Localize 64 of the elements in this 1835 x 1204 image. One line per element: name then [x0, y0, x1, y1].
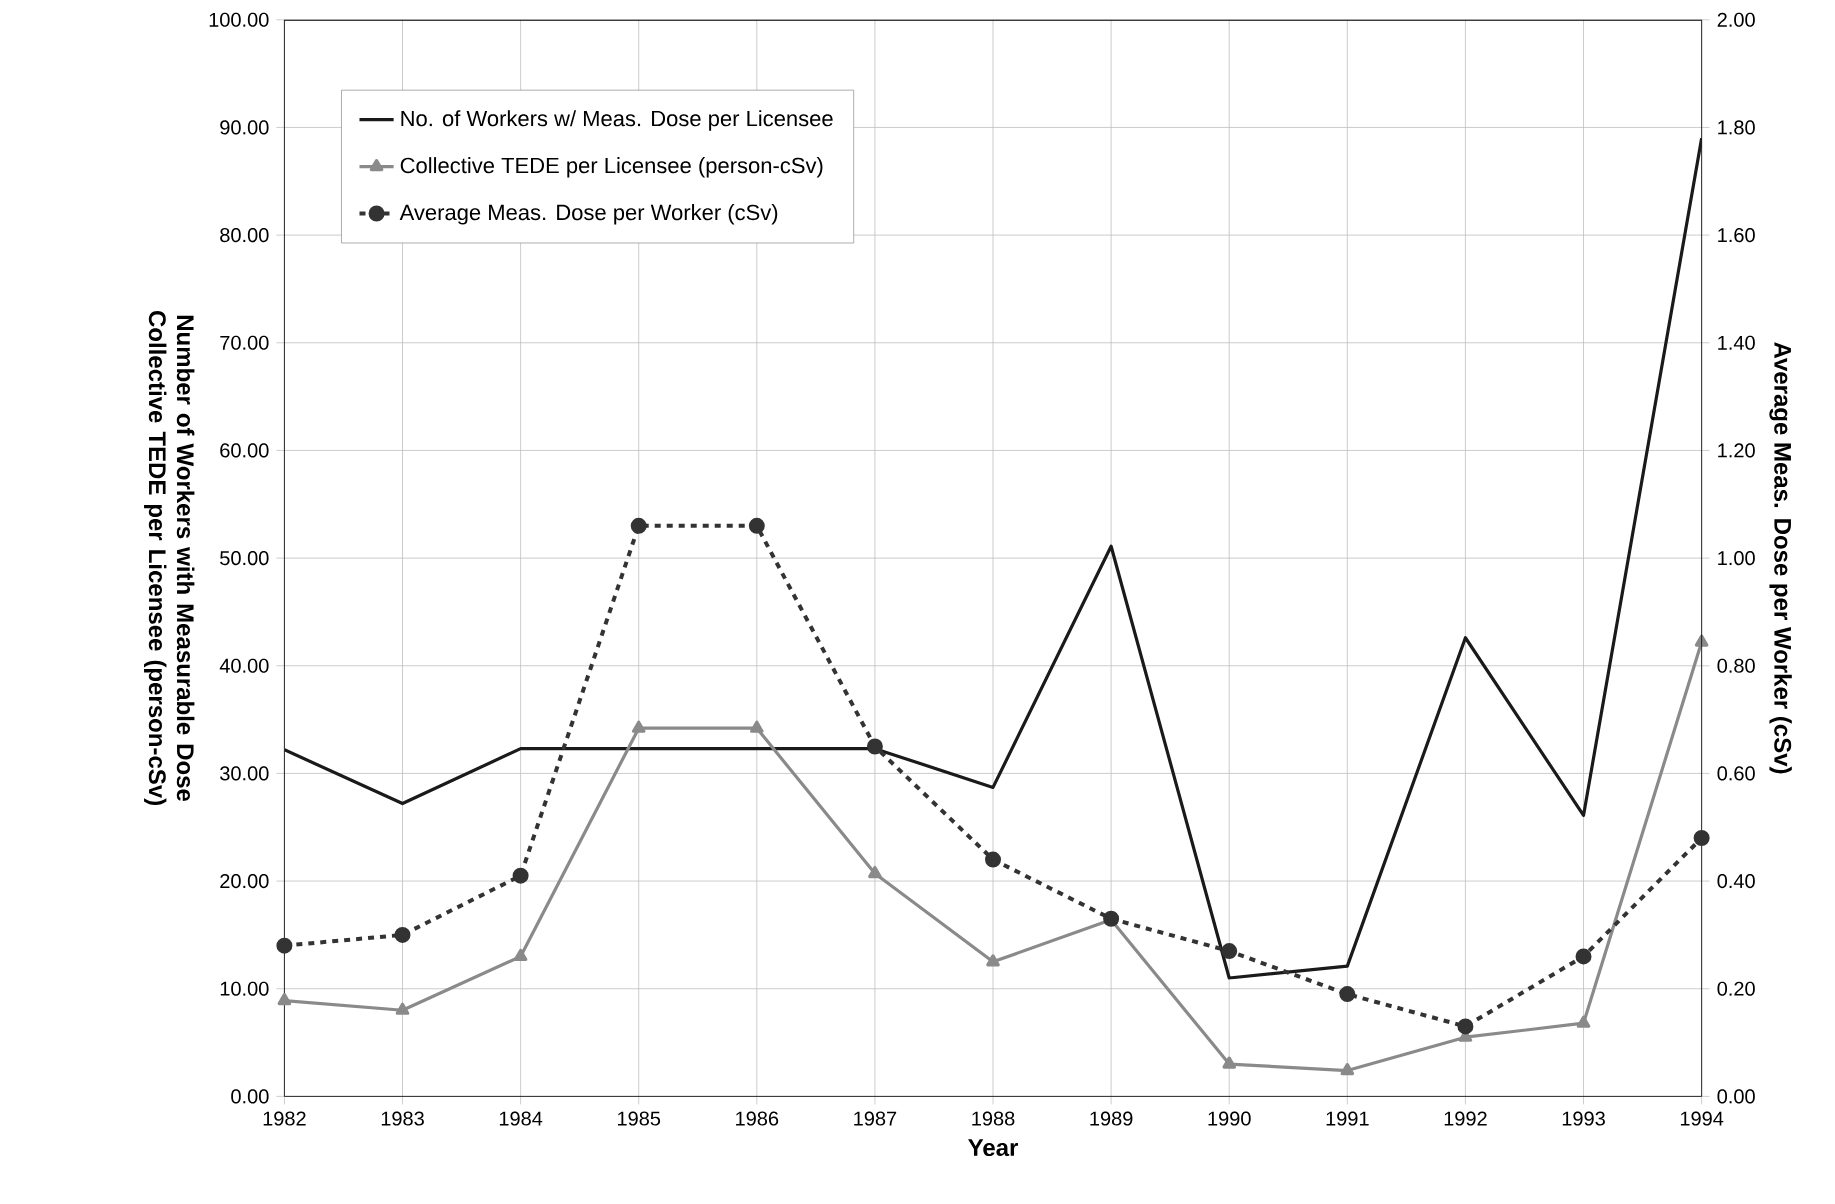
point: [868, 865, 882, 879]
y-tick-label: 30.00: [220, 766, 269, 781]
x-tick-label: 1991: [1326, 1111, 1369, 1126]
point: [1340, 1062, 1355, 1076]
legend-label: No. of Workers w/ Meas. Dose per Licensee: [401, 110, 833, 131]
point: [1457, 1018, 1474, 1035]
x-tick-label: 1988: [972, 1111, 1015, 1126]
point: [513, 948, 528, 962]
x-tick-label: 1990: [1208, 1111, 1251, 1126]
y-tick-label: 20.00: [220, 874, 269, 889]
point: [1221, 943, 1238, 960]
y-tick-label: 50.00: [220, 551, 269, 566]
legend-label: Average Meas. Dose per Worker (cSv): [399, 204, 778, 225]
y2-tick-label: 0.20: [1717, 981, 1755, 996]
point: [1693, 830, 1710, 847]
x-tick-label: 1982: [263, 1111, 306, 1126]
legend-label: Collective TEDE per Licensee (person-cSv): [400, 157, 823, 178]
x-tick-label: 1994: [1680, 1111, 1724, 1126]
x-tick-label: 1983: [381, 1111, 424, 1126]
y2-tick-label: 1.00: [1718, 551, 1755, 566]
x-tick-label: 1984: [499, 1111, 543, 1126]
point: [1339, 986, 1356, 1003]
point: [750, 720, 764, 733]
y2-tick-label: 0.40: [1717, 874, 1755, 889]
y2-tick-label: 1.60: [1718, 228, 1755, 243]
y2-axis-title: Average Meas. Dose per Worker (cSv): [1769, 342, 1792, 774]
y-tick-label: 90.00: [220, 120, 269, 135]
y2-tick-label: 1.20: [1718, 443, 1755, 458]
y-tick-label: 40.00: [219, 658, 269, 673]
x-tick-label: 1987: [854, 1111, 897, 1126]
y2-tick-label: 0.80: [1717, 658, 1755, 673]
point: [1575, 948, 1592, 965]
y2-tick-label: 2.00: [1717, 12, 1755, 27]
point: [748, 517, 765, 534]
y-tick-label: 0.00: [231, 1089, 269, 1104]
point: [1576, 1015, 1591, 1028]
point: [986, 954, 1000, 967]
point: [630, 517, 647, 534]
y2-tick-label: 1.80: [1718, 120, 1755, 135]
point: [1694, 634, 1709, 647]
point: [395, 1002, 410, 1015]
point: [631, 720, 646, 733]
point: [276, 937, 293, 954]
point: [277, 992, 292, 1006]
y2-tick-label: 0.60: [1717, 766, 1755, 781]
point: [394, 926, 411, 943]
x-tick-label: 1993: [1562, 1111, 1605, 1126]
y-axis-title: Number of Workers with Measurable Dose Collective TEDE per Licensee (person-cSv): [144, 310, 195, 805]
x-axis-title: Year: [968, 1139, 1018, 1157]
point: [1222, 1056, 1237, 1069]
x-tick-label: 1985: [618, 1111, 661, 1126]
point: [985, 851, 1002, 868]
y2-tick-label: 1.40: [1718, 335, 1755, 350]
x-tick-label: 1986: [736, 1111, 779, 1126]
y-tick-label: 80.00: [220, 228, 269, 243]
x-tick-label: 1992: [1444, 1111, 1487, 1126]
y-tick-label: 10.00: [220, 981, 269, 996]
y-tick-label: 70.00: [220, 335, 269, 350]
y-tick-label: 60.00: [220, 443, 269, 458]
point: [512, 867, 529, 884]
point: [866, 738, 883, 755]
y-tick-label: 100.00: [209, 12, 269, 27]
x-tick-label: 1989: [1090, 1111, 1133, 1126]
y2-tick-label: 0.00: [1717, 1089, 1755, 1104]
